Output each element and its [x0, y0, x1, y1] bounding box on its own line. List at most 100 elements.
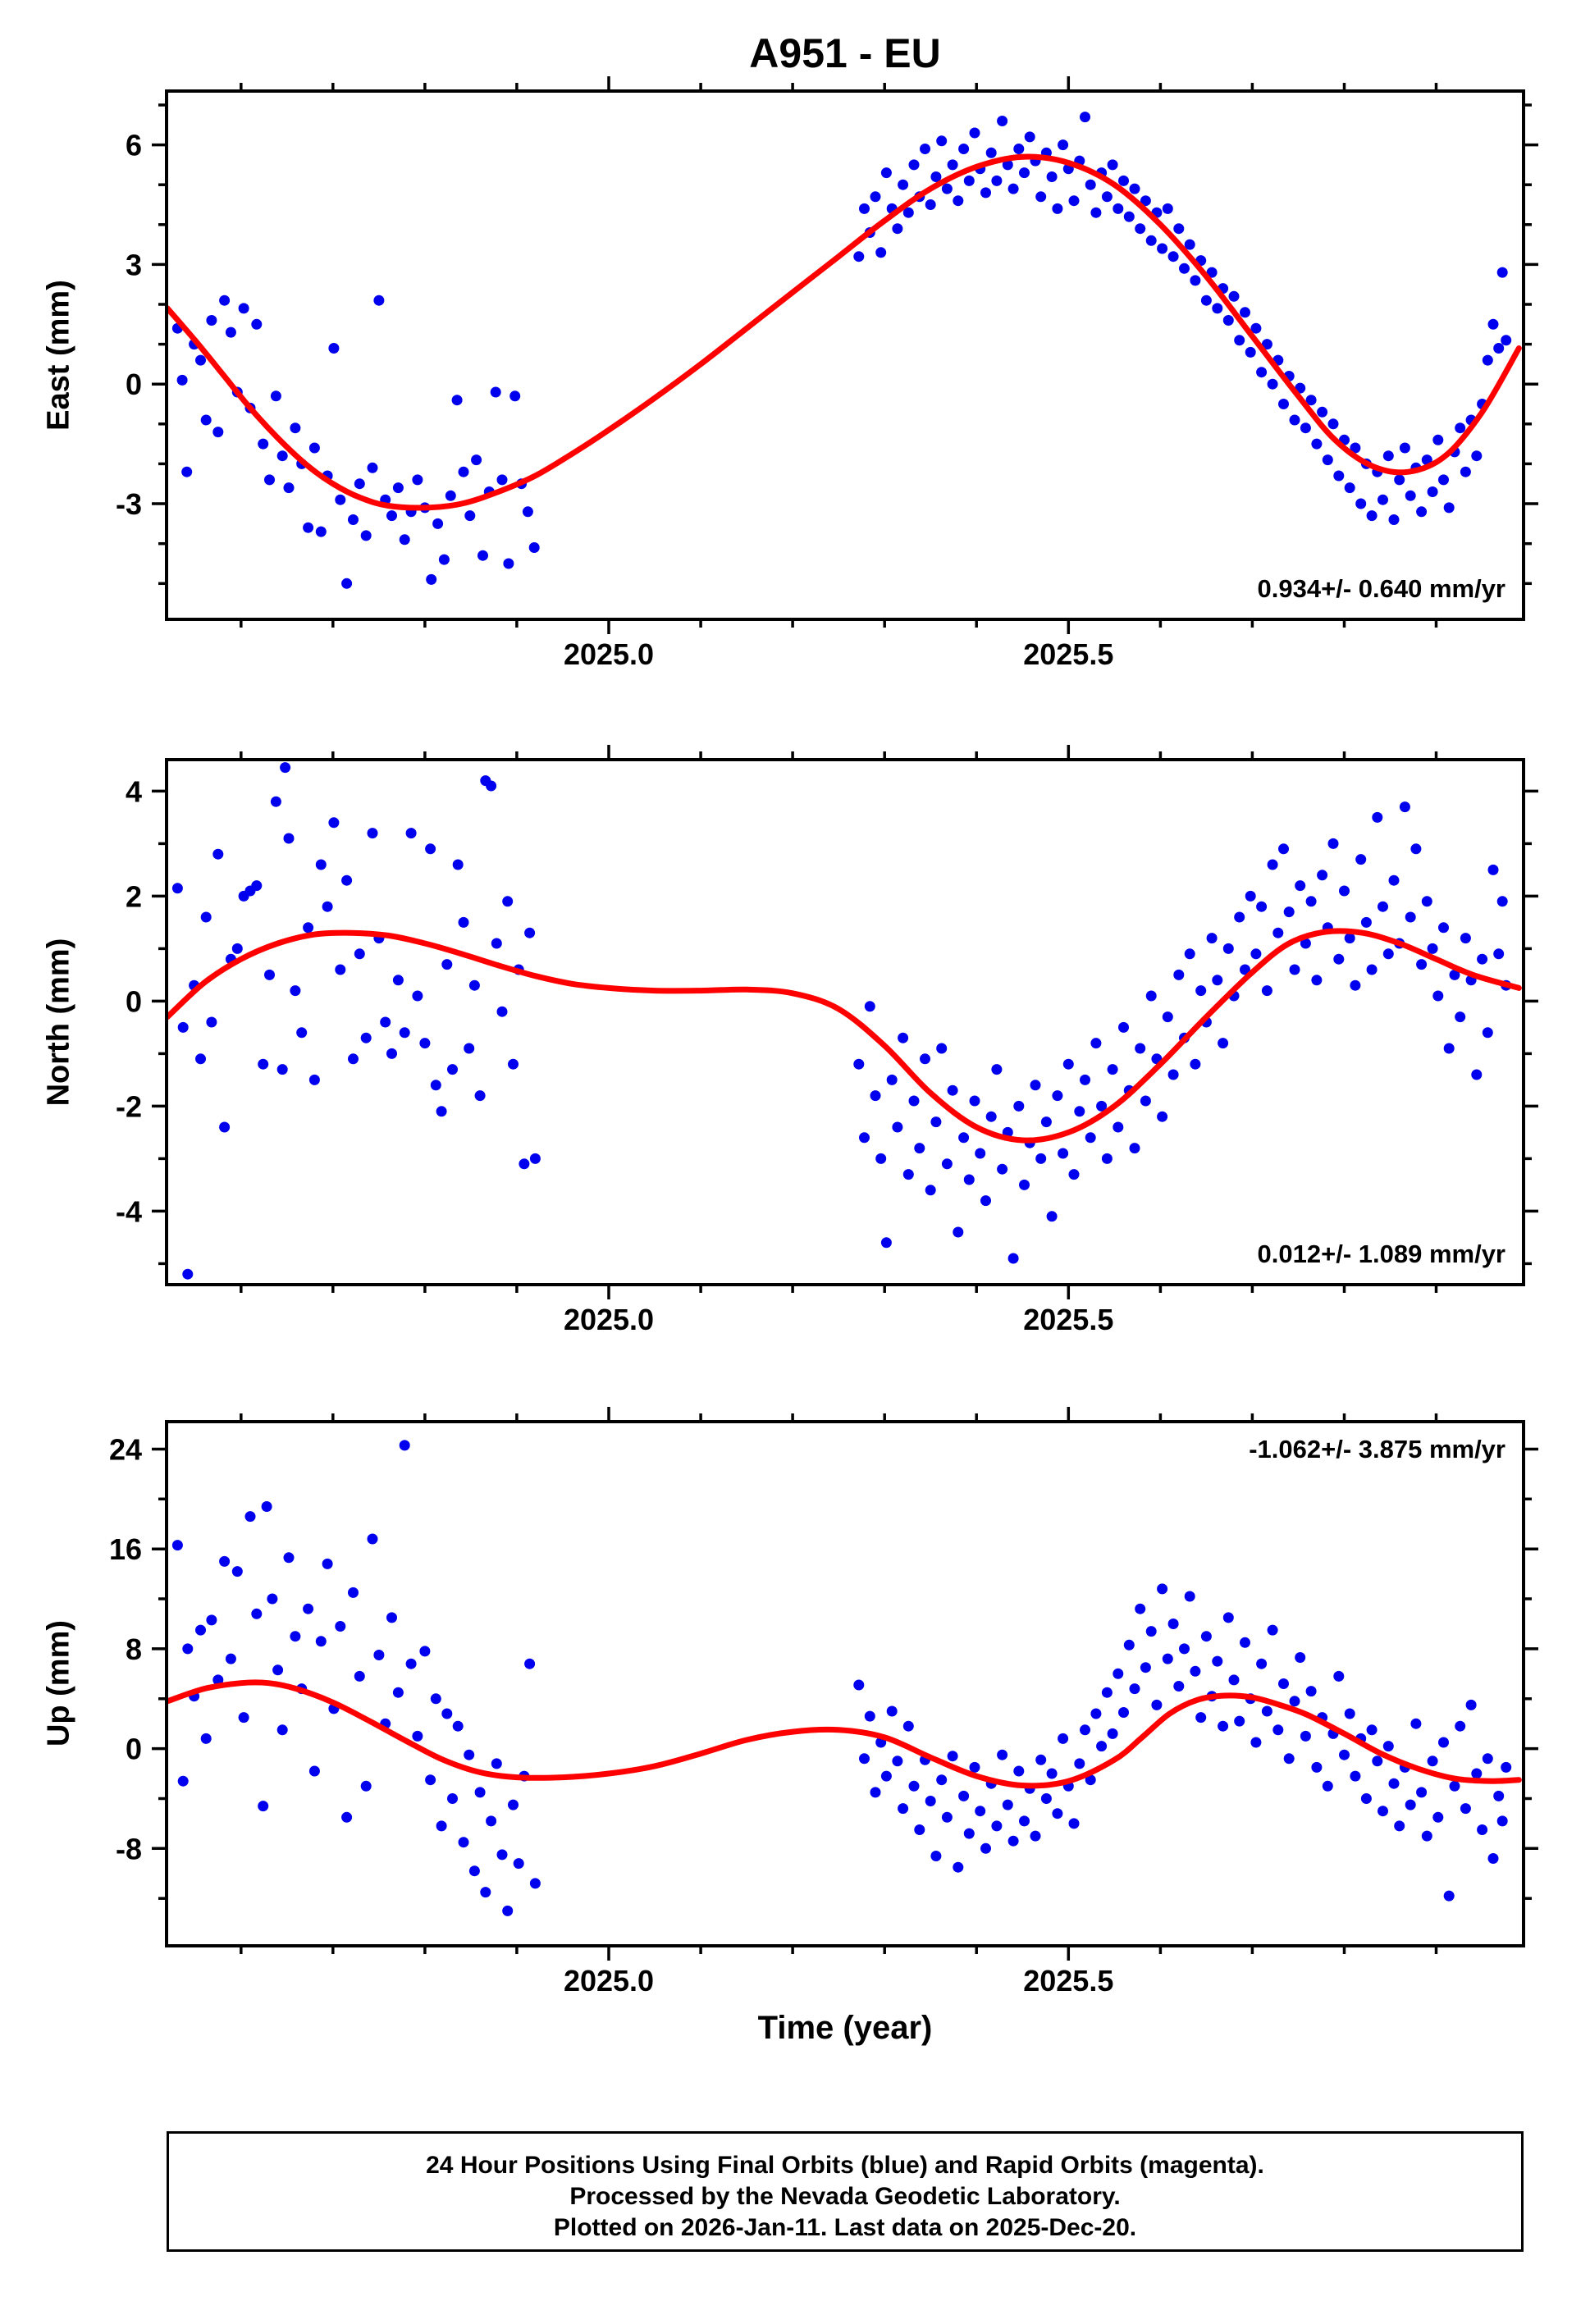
data-point: [328, 343, 340, 354]
data-point: [958, 1132, 970, 1144]
data-point: [405, 1658, 417, 1669]
data-point: [1416, 506, 1428, 518]
data-point: [920, 1053, 930, 1065]
data-point: [902, 1169, 914, 1180]
data-point: [1350, 1770, 1361, 1782]
data-point: [1311, 1761, 1323, 1773]
data-point: [1151, 1699, 1163, 1710]
data-point: [1487, 1853, 1499, 1864]
data-point: [367, 1533, 378, 1545]
data-point: [486, 780, 497, 792]
data-point: [875, 247, 887, 258]
data-point: [1058, 139, 1069, 151]
data-point: [1278, 399, 1289, 409]
data-point: [303, 1603, 314, 1614]
east-plot-area: [167, 112, 1522, 589]
data-point: [1305, 1686, 1317, 1697]
data-point: [975, 1148, 986, 1159]
data-point: [290, 985, 301, 997]
data-point: [1421, 1830, 1432, 1842]
data-point: [464, 1043, 475, 1054]
data-point: [1222, 943, 1234, 954]
data-point: [1501, 1761, 1512, 1773]
data-point: [261, 1501, 272, 1512]
data-point: [985, 147, 997, 158]
data-point: [1162, 1653, 1173, 1664]
data-point: [524, 927, 536, 938]
data-point: [1272, 1724, 1284, 1736]
data-point: [980, 187, 991, 199]
data-point: [1382, 450, 1394, 462]
data-point: [1090, 1708, 1102, 1719]
data-point: [1300, 938, 1311, 949]
data-point: [880, 1237, 892, 1249]
data-point: [1058, 1733, 1069, 1744]
data-point: [1443, 1890, 1455, 1902]
data-point: [1256, 901, 1268, 912]
data-point: [206, 1016, 217, 1028]
y-tick-label: 2: [126, 879, 142, 913]
y-tick-label: -4: [116, 1194, 142, 1228]
data-point: [1080, 1724, 1090, 1736]
data-point: [1449, 969, 1460, 980]
data-point: [419, 1038, 431, 1049]
data-point: [1184, 948, 1195, 960]
data-point: [1096, 1741, 1108, 1752]
data-point: [1300, 422, 1311, 434]
data-point: [936, 1774, 948, 1786]
data-point: [1068, 1818, 1080, 1829]
data-point: [1090, 207, 1102, 218]
data-point: [1157, 1583, 1168, 1595]
data-point: [496, 1006, 508, 1017]
data-point: [1388, 514, 1400, 525]
data-point: [1471, 1768, 1483, 1779]
data-point: [980, 1195, 991, 1207]
data-point: [1250, 948, 1262, 960]
data-point: [200, 414, 212, 426]
data-point: [1405, 1799, 1416, 1810]
data-point: [953, 1226, 964, 1238]
panel-frame: [165, 758, 1525, 1286]
data-point: [1378, 494, 1388, 505]
data-point: [853, 1058, 865, 1070]
data-point: [1002, 1799, 1013, 1810]
y-tick-label: -2: [116, 1089, 142, 1123]
data-point: [1267, 1624, 1278, 1636]
data-point: [1366, 1724, 1378, 1736]
data-point: [529, 1878, 541, 1889]
data-point: [1212, 975, 1223, 986]
data-point: [1416, 959, 1428, 970]
data-point: [270, 796, 281, 807]
data-point: [1493, 343, 1505, 354]
x-tick-label: 2025.5: [1023, 1964, 1113, 1998]
data-point: [1167, 1069, 1179, 1080]
data-point: [941, 1158, 953, 1170]
data-point: [272, 1664, 284, 1676]
data-point: [902, 207, 914, 218]
data-point: [392, 975, 404, 986]
data-point: [471, 454, 482, 466]
footer-line-processed: Processed by the Nevada Geodetic Laborat…: [569, 2183, 1121, 2210]
data-point: [880, 1770, 892, 1782]
data-point: [219, 294, 231, 306]
up-axis-title: Up (mm): [41, 1619, 76, 1747]
data-point: [1179, 1643, 1190, 1655]
data-point: [290, 1631, 301, 1642]
data-point: [315, 859, 327, 870]
data-point: [386, 1048, 397, 1059]
data-point: [1317, 870, 1328, 881]
data-point: [941, 1811, 953, 1823]
x-tick-label: 2025.0: [564, 1964, 654, 1998]
data-point: [1052, 203, 1063, 214]
data-point: [1410, 843, 1422, 855]
data-point: [182, 1268, 194, 1280]
data-point: [1135, 1603, 1146, 1614]
data-point: [1278, 843, 1289, 855]
data-point: [1040, 1793, 1052, 1804]
data-point: [1493, 948, 1505, 960]
data-point: [496, 1849, 508, 1861]
up-plot-area: [167, 1440, 1522, 1916]
data-point: [1145, 990, 1157, 1002]
data-point: [1382, 948, 1394, 960]
